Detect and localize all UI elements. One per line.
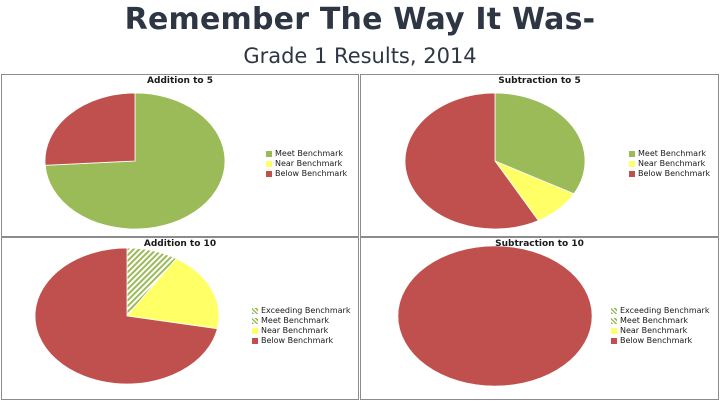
legend-item: Exceeding Benchmark [611, 306, 709, 316]
legend-swatch [611, 308, 617, 314]
legend-swatch [629, 171, 635, 177]
legend-swatch [629, 161, 635, 167]
legend-label: Near Benchmark [620, 326, 688, 335]
pie-slice-meet-benchmark [494, 92, 586, 195]
legend-item: Meet Benchmark [266, 149, 347, 159]
chart-legend: Exceeding Benchmark Meet Benchmark Near Be… [611, 306, 709, 346]
legend-label: Meet Benchmark [638, 149, 706, 158]
legend-label: Near Benchmark [261, 326, 329, 335]
pie-chart-subtraction-to-5 [404, 92, 586, 230]
legend-item: Below Benchmark [611, 336, 709, 346]
legend-swatch [266, 161, 272, 167]
legend-label: Below Benchmark [620, 336, 693, 345]
page-title: Remember The Way It Was- [124, 2, 596, 37]
chart-title: Subtraction to 10 [495, 239, 584, 249]
legend-swatch [252, 308, 258, 314]
legend-swatch [611, 318, 617, 324]
chart-title: Subtraction to 5 [498, 76, 581, 86]
legend-item: Near Benchmark [629, 159, 710, 169]
legend-item: Meet Benchmark [252, 316, 350, 326]
chart-title: Addition to 10 [143, 239, 217, 249]
legend-label: Exceeding Benchmark [620, 306, 710, 315]
chart-legend: Meet Benchmark Near Benchmark Below Benchm… [266, 149, 347, 179]
legend-item: Meet Benchmark [611, 316, 709, 326]
legend-swatch [252, 318, 258, 324]
legend-item: Near Benchmark [252, 326, 350, 336]
chart-panel-addition-to-10: Addition to 10 Exceeding Benchmark Meet B… [1, 237, 359, 400]
legend-label: Below Benchmark [638, 169, 711, 178]
legend-swatch [629, 151, 635, 157]
legend-label: Meet Benchmark [275, 149, 343, 158]
legend-item: Near Benchmark [266, 159, 347, 169]
pie-slice-below-benchmark [397, 245, 593, 387]
legend-item: Meet Benchmark [629, 149, 710, 159]
pie-slice-near-benchmark [126, 258, 220, 330]
legend-label: Meet Benchmark [261, 316, 329, 325]
chart-title: Addition to 5 [147, 76, 213, 86]
legend-swatch [611, 328, 617, 334]
legend-item: Below Benchmark [629, 169, 710, 179]
legend-item: Below Benchmark [266, 169, 347, 179]
legend-label: Near Benchmark [275, 159, 343, 168]
legend-swatch [252, 338, 258, 344]
pie-slice-below-benchmark [44, 92, 136, 166]
chart-legend: Exceeding Benchmark Meet Benchmark Near Be… [252, 306, 350, 346]
legend-swatch [266, 151, 272, 157]
page-subtitle: Grade 1 Results, 2014 [243, 44, 477, 68]
legend-label: Exceeding Benchmark [261, 306, 351, 315]
legend-label: Below Benchmark [275, 169, 348, 178]
pie-slice-below-benchmark [34, 247, 218, 385]
legend-swatch [252, 328, 258, 334]
chart-grid: Addition to 5 Meet Benchmark Near Benchma… [0, 74, 720, 400]
pie-chart-addition-to-5 [44, 92, 226, 230]
legend-label: Meet Benchmark [620, 316, 688, 325]
chart-panel-subtraction-to-10: Subtraction to 10 Exceeding Benchmark Mee… [360, 237, 719, 400]
pie-chart-addition-to-10 [34, 247, 220, 385]
legend-item: Below Benchmark [252, 336, 350, 346]
legend-swatch [611, 338, 617, 344]
legend-label: Near Benchmark [638, 159, 706, 168]
pie-slice-below-benchmark [404, 92, 539, 230]
legend-item: Exceeding Benchmark [252, 306, 350, 316]
pie-chart-subtraction-to-10 [397, 245, 593, 387]
legend-item: Near Benchmark [611, 326, 709, 336]
chart-panel-addition-to-5: Addition to 5 Meet Benchmark Near Benchma… [1, 74, 359, 237]
legend-swatch [266, 171, 272, 177]
chart-panel-subtraction-to-5: Subtraction to 5 Meet Benchmark Near Benc… [360, 74, 719, 237]
legend-label: Below Benchmark [261, 336, 334, 345]
chart-legend: Meet Benchmark Near Benchmark Below Benchm… [629, 149, 710, 179]
